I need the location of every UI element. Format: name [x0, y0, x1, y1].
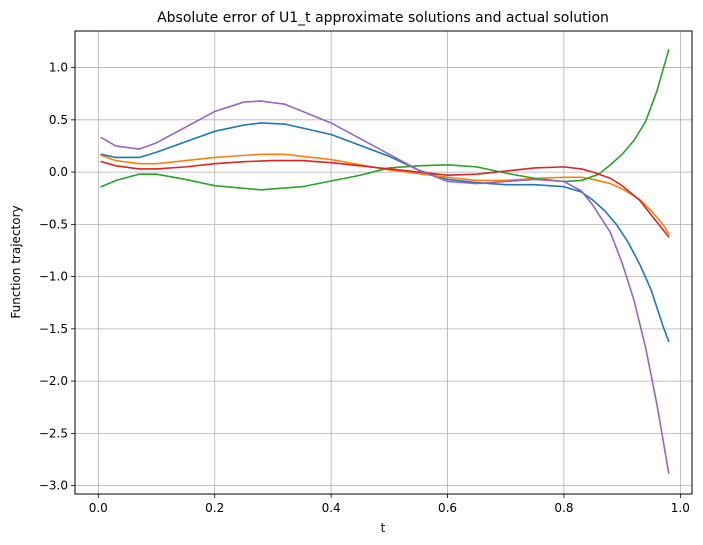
series-line-4 — [100, 159, 670, 238]
plot-area-frame — [74, 30, 693, 495]
series-line-3 — [100, 49, 670, 191]
series-line-2 — [100, 153, 670, 235]
x-tick-label: 0.2 — [205, 501, 224, 515]
x-tick-label: 0.6 — [438, 501, 457, 515]
x-tick-label: 0.8 — [554, 501, 573, 515]
y-tick-label: −0.5 — [39, 217, 68, 231]
y-axis-label: Function trajectory — [9, 205, 23, 318]
x-axis-label: t — [381, 521, 386, 535]
series-line-1 — [100, 122, 670, 343]
grid-lines — [75, 31, 692, 494]
y-tick-label: 0.5 — [49, 113, 68, 127]
series-layer — [100, 49, 670, 474]
x-tick-label: 0.4 — [322, 501, 341, 515]
y-tick-label: −2.5 — [39, 426, 68, 440]
y-tick-label: −1.5 — [39, 322, 68, 336]
y-tick-label: 0.0 — [49, 165, 68, 179]
y-tick-label: 1.0 — [49, 61, 68, 75]
y-tick-label: −1.0 — [39, 270, 68, 284]
axis-ticks: 0.0 0.2 0.4 0.6 0.8 1.0 1.0 0.5 0.0 −0.5 −1.0 −1.5 −… — [39, 61, 690, 515]
chart-title: Absolute error of U1_t approximate solut… — [157, 10, 609, 26]
series-line-5 — [100, 100, 670, 474]
x-tick-label: 0.0 — [89, 501, 108, 515]
y-tick-label: −2.0 — [39, 374, 68, 388]
x-tick-label: 1.0 — [671, 501, 690, 515]
y-tick-label: −3.0 — [39, 479, 68, 493]
